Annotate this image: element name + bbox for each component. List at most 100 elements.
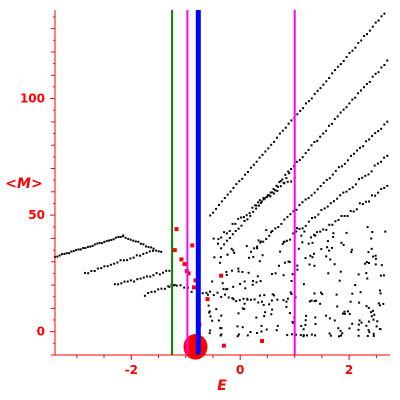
data-point xyxy=(363,35,366,37)
data-point xyxy=(288,172,291,175)
data-point xyxy=(217,242,219,245)
data-point xyxy=(329,334,332,337)
data-point xyxy=(152,249,154,252)
data-point xyxy=(228,230,231,232)
data-point xyxy=(208,310,211,313)
data-point xyxy=(271,273,273,275)
data-point xyxy=(329,258,332,261)
data-point xyxy=(271,230,274,232)
data-point xyxy=(225,270,228,273)
x-axis-title: E xyxy=(217,378,227,394)
data-point xyxy=(368,200,370,203)
data-point xyxy=(231,297,234,300)
data-point xyxy=(290,168,293,170)
data-point xyxy=(123,280,126,283)
data-point xyxy=(65,252,68,255)
data-point xyxy=(368,262,370,264)
data-point xyxy=(258,156,261,159)
data-point xyxy=(225,288,228,291)
data-point xyxy=(366,277,369,280)
data-point xyxy=(291,273,294,276)
data-point xyxy=(237,227,240,230)
data-point xyxy=(340,215,343,217)
data-point xyxy=(364,200,367,203)
data-point xyxy=(368,80,371,83)
data-point xyxy=(132,256,135,259)
data-point xyxy=(72,250,75,252)
data-point xyxy=(310,194,313,197)
data-point xyxy=(236,325,239,328)
data-point xyxy=(231,269,233,272)
data-point xyxy=(242,297,245,300)
data-point xyxy=(227,296,230,299)
data-point xyxy=(378,304,381,307)
data-point xyxy=(129,257,132,260)
data-point xyxy=(242,216,245,219)
data-point xyxy=(386,59,389,62)
data-point xyxy=(380,188,383,190)
data-point xyxy=(348,312,351,315)
data-point xyxy=(370,247,373,250)
data-point xyxy=(287,260,290,263)
data-point xyxy=(333,200,335,203)
data-point xyxy=(127,237,130,240)
data-point xyxy=(295,230,298,233)
data-point xyxy=(350,251,353,254)
data-point xyxy=(370,170,373,173)
data-point xyxy=(256,247,259,250)
data-point xyxy=(219,256,222,259)
scatter-points xyxy=(54,12,389,338)
data-point xyxy=(380,66,383,69)
data-point xyxy=(292,210,295,213)
data-point xyxy=(282,274,285,277)
data-point xyxy=(295,208,298,211)
data-point xyxy=(361,203,364,205)
data-point xyxy=(247,171,249,173)
data-point xyxy=(215,308,218,311)
data-point xyxy=(271,293,274,296)
data-point xyxy=(70,250,73,253)
data-point xyxy=(145,245,147,248)
data-point xyxy=(300,234,303,237)
data-point xyxy=(383,12,386,15)
data-point xyxy=(223,231,226,234)
data-point xyxy=(282,299,285,302)
highlight-point xyxy=(174,227,179,232)
data-point xyxy=(342,191,345,194)
data-point xyxy=(113,283,116,286)
data-point xyxy=(244,173,247,176)
data-point xyxy=(142,276,145,279)
data-point xyxy=(270,313,273,316)
data-point xyxy=(313,141,316,143)
data-point xyxy=(216,291,219,294)
data-point xyxy=(367,173,370,176)
data-point xyxy=(307,220,310,223)
data-point xyxy=(301,241,304,244)
highlight-point xyxy=(182,262,187,267)
data-point xyxy=(351,98,354,101)
data-point xyxy=(341,312,344,315)
data-point xyxy=(325,80,328,83)
data-point xyxy=(147,246,150,249)
data-point xyxy=(241,307,244,310)
data-point xyxy=(84,271,86,274)
data-point xyxy=(129,238,132,241)
data-point xyxy=(238,299,241,302)
data-point xyxy=(109,263,112,266)
data-point xyxy=(333,319,336,322)
data-point xyxy=(327,240,329,243)
data-point xyxy=(276,324,279,327)
data-point xyxy=(276,185,279,188)
data-point xyxy=(296,227,298,230)
data-point xyxy=(375,325,378,328)
data-point xyxy=(314,316,317,319)
data-point xyxy=(209,315,212,318)
data-point xyxy=(239,283,242,285)
highlight-points xyxy=(172,227,264,360)
data-point xyxy=(134,240,137,243)
data-point xyxy=(265,229,268,232)
data-point xyxy=(211,280,214,283)
data-point xyxy=(315,299,318,302)
data-point xyxy=(314,323,317,326)
data-point xyxy=(322,83,325,86)
